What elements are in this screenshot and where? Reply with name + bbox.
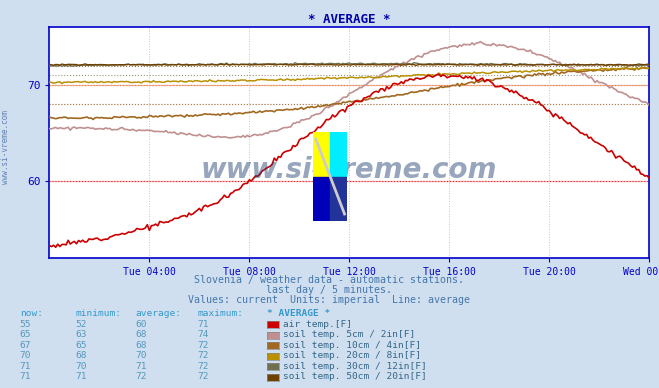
- Text: soil temp. 50cm / 20in[F]: soil temp. 50cm / 20in[F]: [283, 372, 427, 381]
- Text: 67: 67: [20, 341, 31, 350]
- Text: 72: 72: [198, 372, 209, 381]
- Text: 63: 63: [76, 330, 87, 339]
- Text: Slovenia / weather data - automatic stations.: Slovenia / weather data - automatic stat…: [194, 275, 465, 285]
- Text: Values: current  Units: imperial  Line: average: Values: current Units: imperial Line: av…: [188, 294, 471, 305]
- Text: 72: 72: [198, 362, 209, 371]
- Text: 71: 71: [20, 372, 31, 381]
- Text: 71: 71: [76, 372, 87, 381]
- Text: soil temp. 5cm / 2in[F]: soil temp. 5cm / 2in[F]: [283, 330, 416, 339]
- Text: average:: average:: [135, 309, 181, 318]
- Text: air temp.[F]: air temp.[F]: [283, 320, 353, 329]
- Text: 52: 52: [76, 320, 87, 329]
- Text: maximum:: maximum:: [198, 309, 244, 318]
- Text: 74: 74: [198, 330, 209, 339]
- Text: 68: 68: [135, 330, 146, 339]
- Bar: [330, 177, 347, 221]
- Text: 68: 68: [76, 351, 87, 360]
- Text: www.si-vreme.com: www.si-vreme.com: [201, 156, 498, 184]
- Text: 71: 71: [20, 362, 31, 371]
- Text: 72: 72: [135, 372, 146, 381]
- Text: 72: 72: [198, 341, 209, 350]
- Text: minimum:: minimum:: [76, 309, 122, 318]
- Text: soil temp. 20cm / 8in[F]: soil temp. 20cm / 8in[F]: [283, 351, 421, 360]
- Text: 70: 70: [20, 351, 31, 360]
- Text: 72: 72: [198, 351, 209, 360]
- Text: 70: 70: [76, 362, 87, 371]
- Text: 60: 60: [135, 320, 146, 329]
- Text: last day / 5 minutes.: last day / 5 minutes.: [266, 285, 393, 295]
- Bar: [313, 132, 330, 177]
- Text: soil temp. 10cm / 4in[F]: soil temp. 10cm / 4in[F]: [283, 341, 421, 350]
- Text: 55: 55: [20, 320, 31, 329]
- Text: www.si-vreme.com: www.si-vreme.com: [1, 111, 10, 184]
- Text: 70: 70: [135, 351, 146, 360]
- Text: 65: 65: [76, 341, 87, 350]
- Text: 65: 65: [20, 330, 31, 339]
- Text: 71: 71: [198, 320, 209, 329]
- Bar: [313, 177, 330, 221]
- Text: 71: 71: [135, 362, 146, 371]
- Text: 68: 68: [135, 341, 146, 350]
- Text: now:: now:: [20, 309, 43, 318]
- Title: * AVERAGE *: * AVERAGE *: [308, 13, 391, 26]
- Text: soil temp. 30cm / 12in[F]: soil temp. 30cm / 12in[F]: [283, 362, 427, 371]
- Bar: [330, 132, 347, 177]
- Text: * AVERAGE *: * AVERAGE *: [267, 309, 330, 318]
